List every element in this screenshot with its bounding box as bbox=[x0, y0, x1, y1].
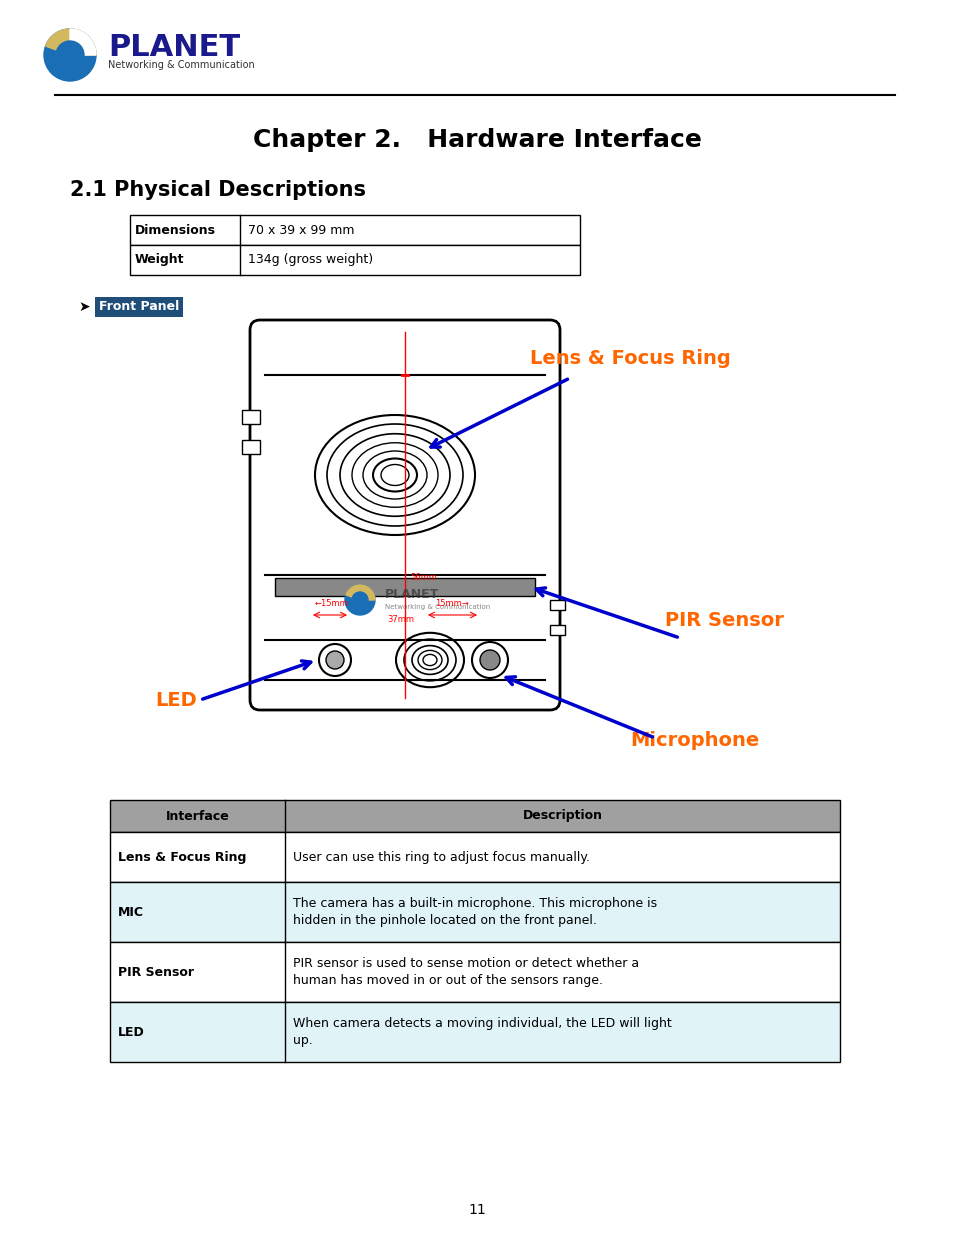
Text: Microphone: Microphone bbox=[629, 730, 759, 750]
Circle shape bbox=[479, 650, 499, 671]
Circle shape bbox=[318, 643, 351, 676]
Text: PLANET: PLANET bbox=[108, 32, 240, 62]
Text: PIR Sensor: PIR Sensor bbox=[118, 966, 193, 978]
Text: Front Panel: Front Panel bbox=[99, 300, 179, 314]
Text: Interface: Interface bbox=[166, 809, 229, 823]
Text: User can use this ring to adjust focus manually.: User can use this ring to adjust focus m… bbox=[293, 851, 589, 863]
Bar bbox=[110, 942, 840, 1002]
Text: ➤: ➤ bbox=[78, 300, 90, 314]
Text: ←15mm: ←15mm bbox=[314, 599, 349, 608]
Wedge shape bbox=[46, 28, 96, 56]
Bar bbox=[110, 800, 840, 832]
Text: PIR sensor is used to sense motion or detect whether a
human has moved in or out: PIR sensor is used to sense motion or de… bbox=[293, 957, 639, 987]
Text: Networking & Communication: Networking & Communication bbox=[385, 604, 490, 610]
Bar bbox=[130, 215, 579, 245]
Text: 11: 11 bbox=[468, 1203, 485, 1216]
Text: Weight: Weight bbox=[135, 253, 184, 267]
FancyBboxPatch shape bbox=[250, 320, 559, 710]
Text: Description: Description bbox=[522, 809, 602, 823]
Text: Lens & Focus Ring: Lens & Focus Ring bbox=[530, 348, 730, 368]
Circle shape bbox=[56, 41, 84, 69]
Bar bbox=[550, 600, 564, 610]
Bar bbox=[130, 245, 579, 275]
Wedge shape bbox=[346, 585, 375, 600]
Circle shape bbox=[472, 642, 507, 678]
Circle shape bbox=[44, 28, 96, 82]
Text: Lens & Focus Ring: Lens & Focus Ring bbox=[118, 851, 246, 863]
Bar bbox=[110, 1002, 840, 1062]
Text: The camera has a built-in microphone. This microphone is
hidden in the pinhole l: The camera has a built-in microphone. Th… bbox=[293, 897, 657, 927]
Text: PIR Sensor: PIR Sensor bbox=[664, 610, 783, 630]
Text: When camera detects a moving individual, the LED will light
up.: When camera detects a moving individual,… bbox=[293, 1016, 671, 1047]
Text: 2.1 Physical Descriptions: 2.1 Physical Descriptions bbox=[70, 180, 366, 200]
Text: Dimensions: Dimensions bbox=[135, 224, 215, 236]
Text: LED: LED bbox=[154, 690, 196, 709]
Circle shape bbox=[345, 585, 375, 615]
Bar bbox=[242, 440, 260, 454]
Text: 70 x 39 x 99 mm: 70 x 39 x 99 mm bbox=[248, 224, 355, 236]
Circle shape bbox=[352, 592, 368, 608]
Text: Networking & Communication: Networking & Communication bbox=[108, 61, 254, 70]
Wedge shape bbox=[70, 28, 96, 56]
Bar bbox=[550, 625, 564, 635]
Text: Chapter 2.   Hardware Interface: Chapter 2. Hardware Interface bbox=[253, 128, 700, 152]
Bar bbox=[242, 410, 260, 424]
Circle shape bbox=[326, 651, 344, 669]
Text: 134g (gross weight): 134g (gross weight) bbox=[248, 253, 373, 267]
Text: MIC: MIC bbox=[118, 905, 144, 919]
Text: LED: LED bbox=[118, 1025, 145, 1039]
Bar bbox=[110, 882, 840, 942]
Text: PLANET: PLANET bbox=[385, 589, 438, 601]
Text: 56mm: 56mm bbox=[410, 573, 436, 583]
Text: 15mm→: 15mm→ bbox=[435, 599, 468, 608]
Bar bbox=[110, 832, 840, 882]
Bar bbox=[274, 578, 535, 597]
FancyBboxPatch shape bbox=[95, 296, 183, 317]
Text: 37mm: 37mm bbox=[387, 615, 414, 625]
